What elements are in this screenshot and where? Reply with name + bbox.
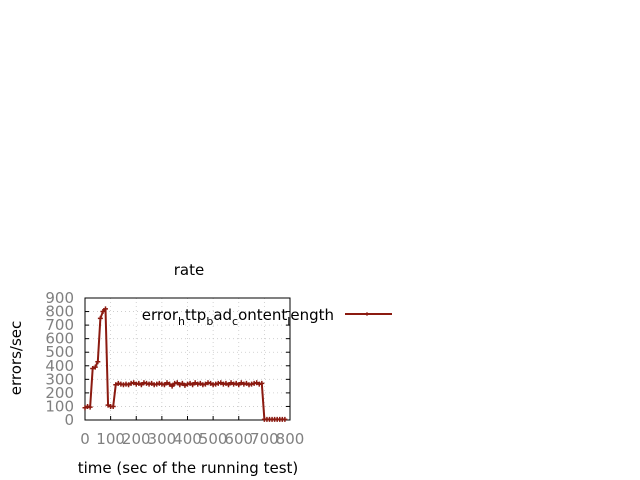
legend-marker	[365, 312, 369, 316]
legend-part: ength	[290, 306, 334, 324]
legend-subscript: h	[178, 315, 185, 328]
data-point	[236, 382, 242, 388]
data-point	[238, 380, 244, 386]
axes	[84, 297, 291, 421]
x-tick-label: 500	[199, 430, 228, 448]
y-tick-label: 600	[45, 330, 74, 348]
data-point	[174, 380, 180, 386]
legend-part: ttp	[185, 306, 206, 324]
legend: errorhttpbadcontentlength	[142, 306, 392, 328]
data-point	[110, 403, 116, 409]
data-point	[218, 380, 224, 386]
legend-subscript: b	[206, 315, 213, 328]
data-point	[95, 359, 101, 365]
data-point	[179, 380, 185, 386]
y-tick-label: 0	[64, 411, 74, 429]
y-axis-label: errors/sec	[7, 321, 25, 395]
x-tick-label: 200	[122, 430, 151, 448]
legend-part: error	[142, 306, 179, 324]
data-point	[233, 380, 239, 386]
chart-title: rate	[174, 261, 204, 279]
data-point	[100, 309, 106, 315]
x-tick-label: 100	[96, 430, 125, 448]
y-tick-label: 200	[45, 384, 74, 402]
data-point	[167, 381, 173, 387]
x-tick-label: 800	[276, 430, 305, 448]
grid	[85, 298, 290, 420]
data-point	[226, 382, 231, 388]
data-point	[136, 380, 142, 386]
data-point	[97, 315, 103, 321]
data-point	[208, 380, 214, 386]
data-point	[126, 382, 132, 388]
data-point	[103, 306, 108, 312]
data-point	[190, 382, 196, 388]
data-point	[169, 383, 175, 389]
data-point	[182, 382, 188, 388]
data-point	[202, 381, 208, 387]
data-point	[243, 380, 249, 386]
x-tick-label: 600	[224, 430, 253, 448]
y-tick-label: 900	[45, 289, 74, 307]
x-tick-label: 300	[148, 430, 177, 448]
x-tick-label: 400	[173, 430, 202, 448]
data-point	[105, 402, 111, 408]
legend-subscript: c	[232, 315, 238, 328]
data-point	[90, 365, 96, 371]
data-point	[192, 380, 198, 386]
series-layer	[82, 306, 288, 422]
legend-part: ontent	[238, 306, 287, 324]
data-point	[282, 416, 288, 422]
legend-part: ad	[213, 306, 232, 324]
y-tick-label: 700	[45, 316, 74, 334]
data-point	[177, 382, 183, 388]
y-tick-label: 500	[45, 343, 74, 361]
data-point	[187, 380, 193, 386]
data-point	[92, 364, 98, 370]
data-point	[197, 380, 203, 386]
x-tick-label: 700	[250, 430, 279, 448]
legend-subscript: l	[287, 315, 290, 328]
data-point	[113, 382, 119, 388]
data-point	[149, 380, 155, 386]
data-point	[87, 404, 93, 410]
data-point	[223, 380, 229, 386]
y-tick-label: 100	[45, 397, 74, 415]
y-tick-label: 300	[45, 370, 74, 388]
data-point	[254, 380, 260, 386]
y-tick-label: 800	[45, 303, 74, 321]
x-axis-label: time (sec of the running test)	[78, 459, 299, 477]
data-point	[259, 380, 265, 386]
y-tick-label: 400	[45, 357, 74, 375]
plot-border	[84, 297, 291, 421]
legend-label: errorhttpbadcontentlength	[142, 306, 334, 328]
data-point	[228, 380, 234, 386]
x-tick-label: 0	[80, 430, 90, 448]
data-point	[164, 380, 170, 386]
data-point	[131, 380, 137, 386]
data-point	[161, 382, 167, 388]
data-point	[82, 405, 88, 411]
data-point	[138, 382, 144, 388]
